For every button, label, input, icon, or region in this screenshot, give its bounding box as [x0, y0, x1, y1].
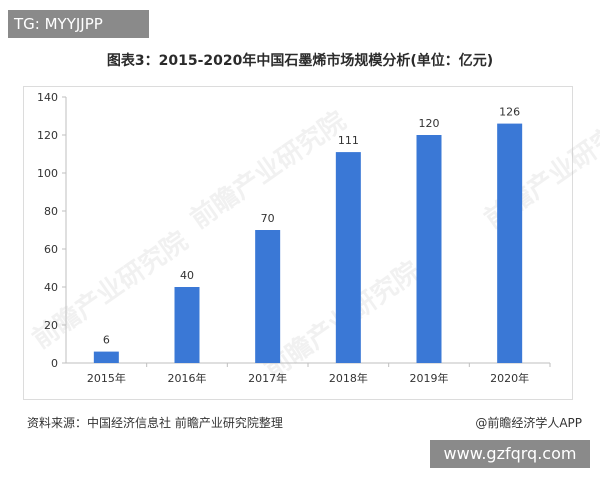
- y-tick-label-5: 100: [37, 167, 58, 180]
- bar-value-label-4: 120: [419, 117, 440, 130]
- x-tick-label-0: 2015年: [87, 371, 126, 385]
- bar-value-label-2: 70: [261, 212, 275, 225]
- chart-title: 图表3：2015-2020年中国石墨烯市场规模分析(单位：亿元): [106, 53, 494, 69]
- y-tick-label-7: 140: [37, 91, 58, 104]
- y-tick-label-6: 120: [37, 129, 58, 142]
- x-tick-label-1: 2016年: [168, 371, 207, 385]
- y-tick-label-3: 60: [44, 243, 58, 256]
- chart-frame: [23, 86, 573, 400]
- y-tick-label-2: 40: [44, 281, 58, 294]
- bar-5: [497, 123, 523, 363]
- x-tick-label-3: 2018年: [329, 371, 368, 385]
- source-text: 资料来源：中国经济信息社 前瞻产业研究院整理: [27, 416, 283, 430]
- bar-1: [174, 287, 200, 363]
- bar-value-label-3: 111: [338, 134, 359, 147]
- x-tick-label-4: 2019年: [410, 371, 449, 385]
- bar-value-label-0: 6: [103, 334, 110, 347]
- x-tick-label-5: 2020年: [490, 371, 529, 385]
- y-tick-label-1: 20: [44, 319, 58, 332]
- bar-value-label-1: 40: [180, 269, 194, 282]
- bar-3: [335, 152, 361, 363]
- bar-0: [93, 351, 119, 363]
- y-tick-label-0: 0: [51, 357, 58, 370]
- x-tick-label-2: 2017年: [248, 371, 287, 385]
- website-badge: www.gzfqrq.com: [430, 440, 590, 468]
- bar-value-label-5: 126: [499, 106, 520, 119]
- tg-tag: TG: MYYJJPP: [8, 10, 149, 38]
- bar-4: [416, 135, 442, 363]
- y-tick-label-4: 80: [44, 205, 58, 218]
- credit-text: @前瞻经济学人APP: [475, 416, 582, 430]
- bar-2: [255, 230, 281, 363]
